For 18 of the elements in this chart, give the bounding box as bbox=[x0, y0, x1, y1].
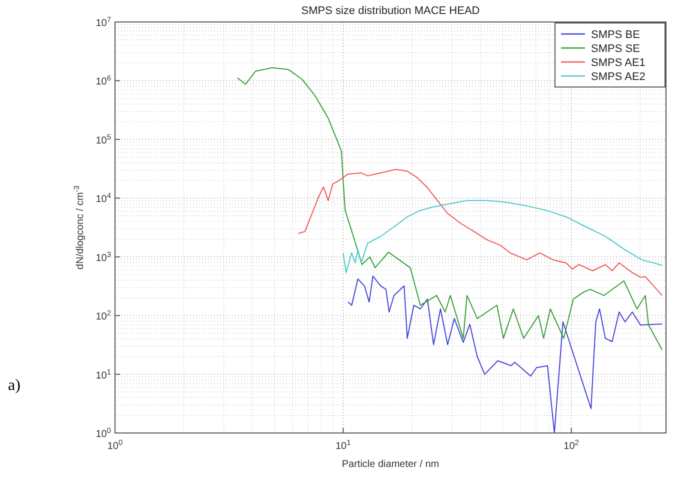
y-tick-label: 10$^{3}$ bbox=[96, 249, 111, 264]
x-tick-label: 10$^{2}$ bbox=[564, 438, 579, 452]
y-tick-label: 10$^{7}$ bbox=[96, 14, 111, 29]
y-tick-label: 10$^{4}$ bbox=[96, 190, 111, 206]
legend-label: SMPS AE2 bbox=[591, 71, 646, 83]
y-tick-label: 10$^{2}$ bbox=[96, 308, 111, 323]
legend-label: SMPS AE1 bbox=[591, 57, 646, 69]
y-tick-label: 10$^{0}$ bbox=[96, 426, 111, 440]
x-tick-label: 10$^{1}$ bbox=[336, 438, 351, 452]
legend-label: SMPS BE bbox=[591, 29, 640, 41]
chart-title: SMPS size distribution MACE HEAD bbox=[301, 5, 480, 17]
legend-label: SMPS SE bbox=[591, 43, 640, 55]
y-tick-label: 10$^{1}$ bbox=[96, 366, 111, 382]
x-tick-label: 10$^{0}$ bbox=[107, 438, 123, 452]
x-axis-title: Particle diameter / nm bbox=[342, 459, 440, 470]
y-tick-label: 10$^{5}$ bbox=[96, 132, 111, 146]
y-tick-label: 10$^{6}$ bbox=[96, 73, 111, 88]
text: a) bbox=[8, 377, 20, 394]
